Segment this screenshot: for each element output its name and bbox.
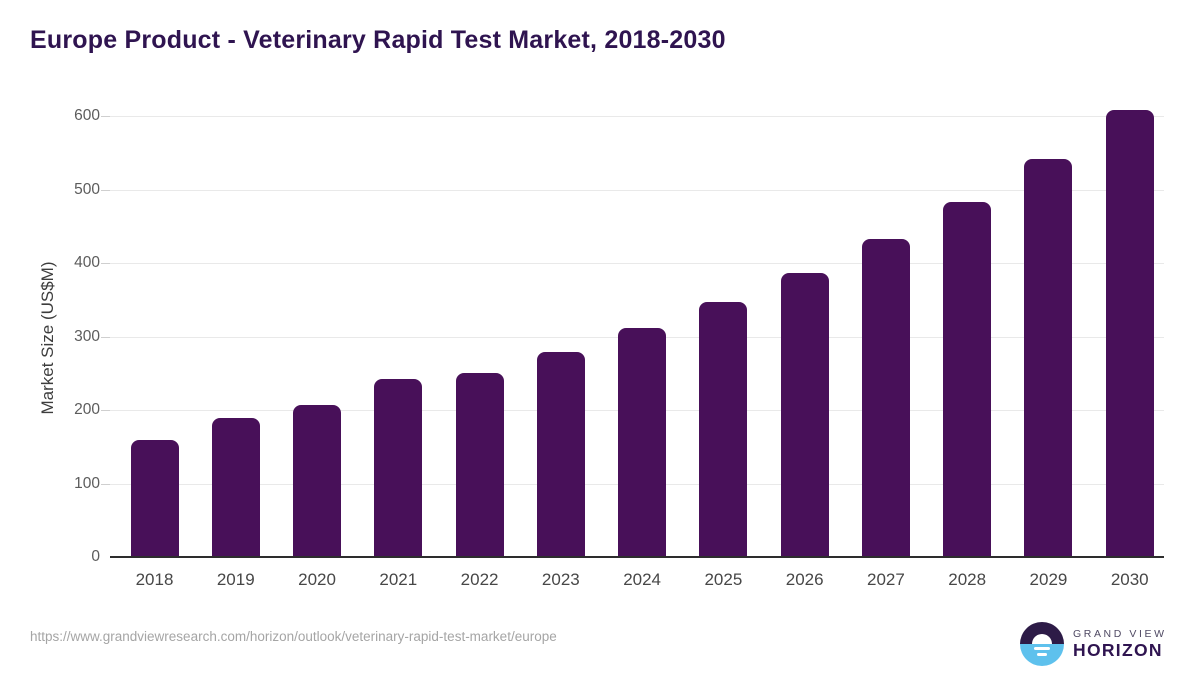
plot-area [101,109,1164,558]
y-tickmark-500 [101,189,110,191]
bar-2021 [374,378,423,556]
x-tick-label-2022: 2022 [460,570,499,589]
y-tick-label-600: 600 [74,107,100,124]
x-tick-label-2028: 2028 [948,570,987,589]
bar-2028 [943,201,992,556]
y-tick-label-500: 500 [74,180,100,198]
x-tick-label-2027: 2027 [867,570,905,589]
logo-sun-dome [1032,634,1052,644]
y-tick-label-400: 400 [74,254,100,271]
bar-2020 [293,404,342,556]
x-tick-label-2019: 2019 [216,570,255,589]
brand-logo: GRAND VIEW HORIZON [1020,622,1167,666]
y-tickmark-300 [101,336,110,338]
y-tickmark-200 [101,410,110,411]
logo-text: GRAND VIEW HORIZON [1073,627,1167,660]
logo-brand-name: GRAND VIEW [1073,627,1167,640]
logo-sky-half [1020,622,1064,644]
y-tickmark-100 [101,483,110,485]
bar-2023 [536,352,585,556]
chart-title: Europe Product - Veterinary Rapid Test M… [30,26,726,54]
x-tick-label-2024: 2024 [623,570,662,589]
bar-2019 [211,417,260,556]
x-tick-label-2023: 2023 [541,570,580,589]
x-tick-label-2029: 2029 [1029,570,1068,589]
gridline-400 [110,263,1164,264]
x-tick-label-2018: 2018 [135,570,174,589]
x-tick-label-2025: 2025 [704,570,743,589]
x-tick-label-2020: 2020 [298,570,336,589]
y-tick-label-300: 300 [74,327,100,345]
y-tickmark-400 [101,263,110,264]
bar-2029 [1024,159,1073,556]
bar-2025 [699,302,748,556]
bar-2027 [861,239,910,556]
x-axis-line [110,556,1164,558]
y-tick-label-200: 200 [74,401,100,418]
x-tick-label-2026: 2026 [785,570,824,589]
x-tick-label-2030: 2030 [1110,570,1149,589]
bar-2024 [618,328,667,556]
bar-2030 [1105,109,1154,556]
gridline-500 [110,189,1164,191]
gridline-600 [110,116,1164,117]
grand-view-horizon-logo-icon [1020,622,1064,666]
bar-2026 [780,273,829,556]
y-tick-label-100: 100 [74,474,100,492]
source-url: https://www.grandviewresearch.com/horizo… [30,629,557,644]
bar-2022 [455,373,504,556]
logo-product-name: HORIZON [1073,640,1163,660]
x-tick-label-2021: 2021 [379,570,418,589]
bar-2018 [130,439,179,556]
logo-reflection-line [1034,647,1050,650]
y-tick-label-0: 0 [91,548,100,565]
y-tickmark-600 [101,116,110,117]
logo-reflection-line [1037,652,1047,656]
